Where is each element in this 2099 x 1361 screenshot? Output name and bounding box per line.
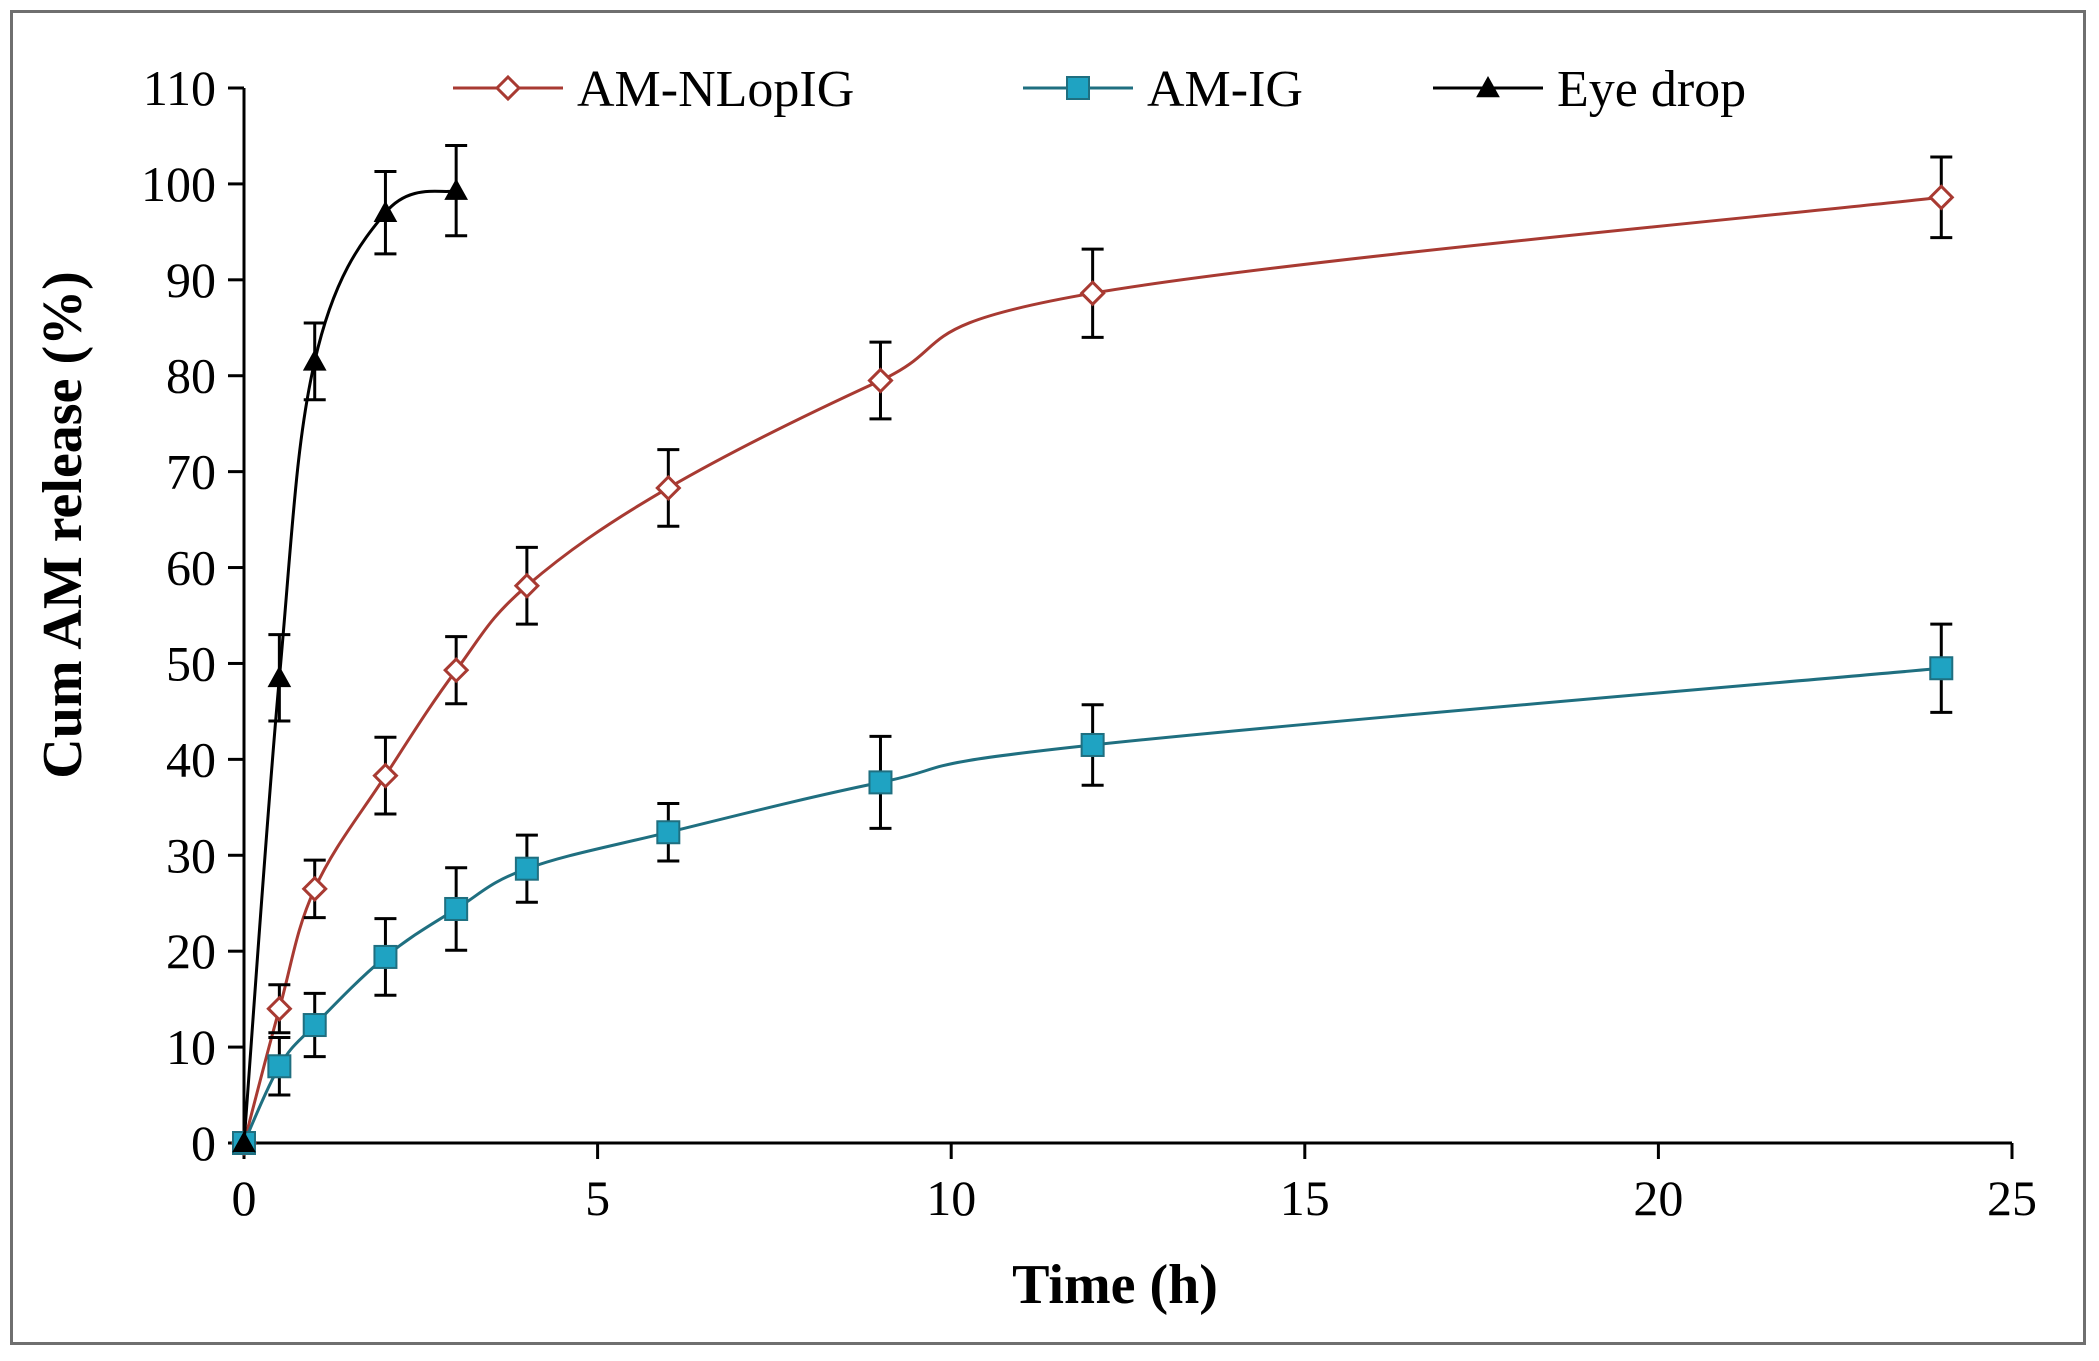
y-tick-label: 100 (141, 156, 216, 212)
data-point (513, 572, 541, 599)
y-tick-label: 30 (166, 827, 216, 883)
data-point (301, 875, 328, 902)
data-point (514, 856, 539, 881)
data-point (373, 944, 398, 969)
data-point (1080, 732, 1105, 757)
data-point (655, 474, 682, 502)
legend-item: Eye drop (1433, 61, 1746, 118)
data-point (267, 665, 292, 688)
data-point (267, 1054, 292, 1079)
data-point (444, 178, 469, 200)
series-am-nlopig (230, 155, 1955, 1157)
data-point (1928, 184, 1955, 211)
y-tick-label: 60 (166, 540, 216, 596)
data-point (867, 367, 894, 394)
y-tick-label: 110 (143, 60, 216, 116)
y-tick-label: 80 (166, 348, 216, 404)
series-am-ig (232, 622, 1954, 1155)
legend-marker (494, 74, 522, 102)
data-point (1079, 280, 1106, 307)
data-point (868, 770, 893, 795)
legend-label: Eye drop (1557, 61, 1746, 118)
x-tick-label: 0 (232, 1170, 257, 1226)
y-axis-title: Cum AM release (%) (32, 271, 94, 779)
release-chart: 0 10 20 30 40 50 60 70 80 90 100 110 0 5 10 15 20 25 AM-N… (32, 60, 2037, 1316)
x-tick-label: 5 (585, 1170, 610, 1226)
x-tick-label: 20 (1633, 1170, 1683, 1226)
series-line (242, 195, 1942, 1144)
y-tick-label: 20 (166, 923, 216, 979)
y-tick-label: 90 (166, 252, 216, 308)
series-eye-drop (232, 144, 469, 1153)
y-tick-label: 70 (166, 444, 216, 500)
data-point (372, 762, 399, 789)
y-tick-label: 40 (166, 731, 216, 787)
y-tick-label: 0 (191, 1115, 216, 1171)
data-point (232, 1130, 256, 1153)
y-tick-label: 10 (166, 1019, 216, 1075)
data-point (443, 657, 470, 684)
data-point (266, 995, 293, 1022)
x-tick-label: 10 (926, 1170, 976, 1226)
data-point (444, 896, 469, 921)
x-tick-label: 25 (1987, 1170, 2037, 1226)
data-point (1929, 656, 1954, 681)
legend-item: AM-IG (1023, 61, 1303, 118)
legend-item: AM-NLopIG (453, 61, 854, 118)
x-axis-title: Time (h) (1012, 1254, 1218, 1316)
data-point (302, 1013, 327, 1038)
legend-marker (1476, 75, 1500, 98)
data-point (302, 349, 327, 371)
legend-label: AM-IG (1147, 61, 1303, 118)
x-tick-label: 15 (1280, 1170, 1330, 1226)
chart-frame: 0 10 20 30 40 50 60 70 80 90 100 110 0 5 10 15 20 25 AM-N… (10, 10, 2086, 1345)
data-point (656, 820, 681, 845)
legend-marker (1066, 76, 1090, 100)
data-point (373, 200, 398, 222)
legend-label: AM-NLopIG (577, 61, 854, 118)
y-tick-label: 50 (166, 635, 216, 691)
